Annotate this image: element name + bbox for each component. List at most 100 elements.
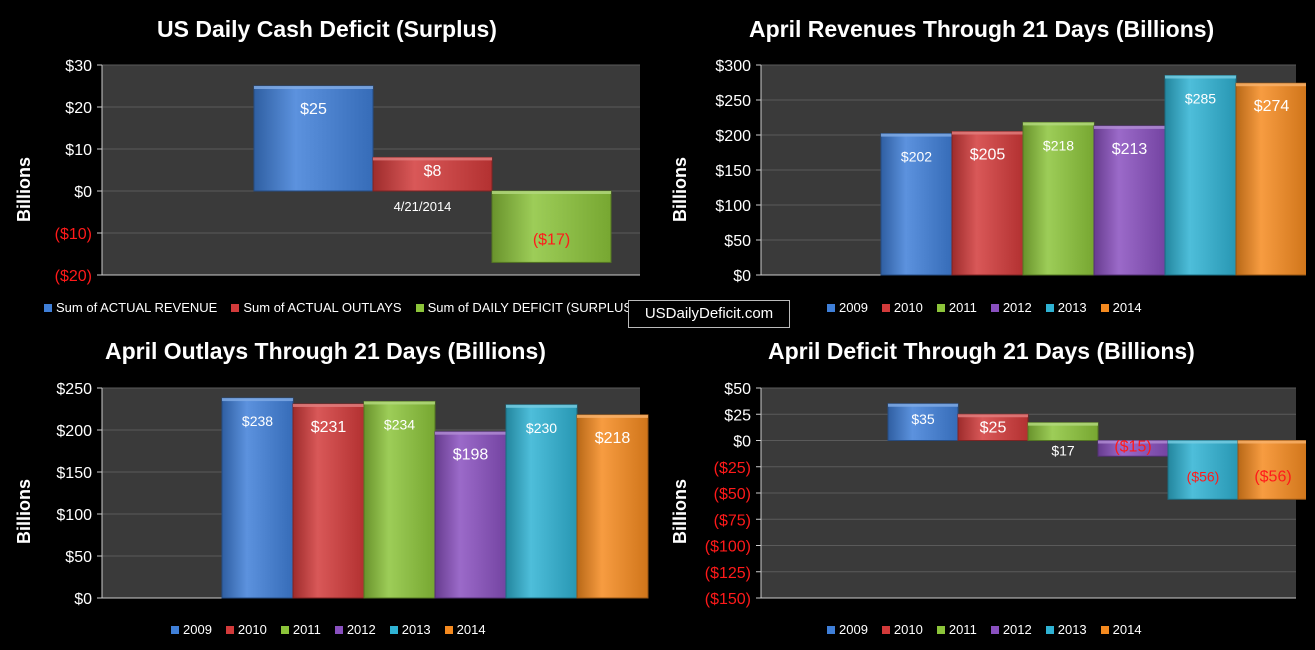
y-axis-label-revenues: Billions (670, 156, 690, 222)
y-tick-label: $0 (733, 268, 751, 285)
data-label: ($15) (1114, 439, 1151, 456)
y-tick-label: ($100) (705, 539, 751, 556)
legend-item: 2014 (1100, 622, 1142, 637)
y-tick-label: ($150) (705, 591, 751, 608)
legend-label: 2010 (237, 622, 267, 637)
legend-swatch (827, 303, 835, 312)
legend-deficit: 2009 2010 2011 2012 2013 2014 (827, 622, 1142, 637)
legend-label: 2011 (948, 622, 977, 637)
legend-outlays: 2009 2010 2011 2012 2013 2014 (171, 622, 486, 637)
bar-deficit-2010 (957, 413, 1029, 441)
legend-item: Sum of DAILY DEFICIT (SURPLUS) (415, 300, 637, 315)
legend-item: 2013 (389, 622, 431, 637)
legend-swatch (225, 625, 234, 634)
data-label: $234 (384, 416, 415, 432)
data-label: $202 (901, 149, 932, 165)
legend-label: 2014 (1112, 622, 1142, 637)
legend-swatch (827, 625, 835, 634)
bar-highlight (373, 157, 492, 161)
legend-swatch (171, 625, 179, 634)
watermark: USDailyDeficit.com (628, 300, 790, 328)
legend-swatch (231, 303, 240, 312)
bar-revenues-2009 (880, 133, 953, 276)
legend-label: 2013 (1057, 300, 1087, 315)
plot-deficit: $50 $25 $0 ($25) ($50) ($75) ($100) ($125) ($150… (705, 381, 1306, 608)
bar-outlays-2014 (576, 414, 649, 599)
legend-label: Sum of ACTUAL OUTLAYS (243, 300, 402, 315)
legend-label: 2014 (1112, 300, 1142, 315)
legend-label: Sum of ACTUAL REVENUE (56, 300, 218, 315)
y-tick-label: ($75) (714, 512, 751, 529)
legend-label: 2012 (346, 622, 376, 637)
legend-label: Sum of DAILY DEFICIT (SURPLUS) (427, 300, 637, 315)
legend-item: 2009 (171, 622, 212, 637)
legend-label: 2013 (1057, 622, 1087, 637)
legend-label: 2012 (1002, 622, 1032, 637)
y-axis-label-deficit: Billions (670, 478, 690, 544)
legend-swatch (280, 625, 289, 634)
bar-highlight (1094, 125, 1165, 129)
bar-outlays-2011 (363, 400, 436, 599)
legend-swatch (881, 303, 890, 312)
bar-highlight (293, 403, 364, 407)
data-label: $230 (526, 420, 557, 436)
legend-item: Sum of ACTUAL OUTLAYS (231, 300, 402, 315)
legend-label: 2013 (401, 622, 431, 637)
bar-highlight (254, 86, 373, 89)
y-tick-label: $200 (56, 423, 92, 440)
legend-swatch (334, 625, 343, 634)
data-label: $205 (970, 147, 1006, 164)
data-label: $25 (980, 419, 1007, 436)
legend-label: 2010 (893, 622, 923, 637)
y-tick-label: $0 (74, 591, 92, 608)
bar-outlays-2010 (292, 403, 365, 599)
legend-item: 2014 (1100, 300, 1142, 315)
bar-outlays-2013 (505, 404, 578, 599)
bar-daily-sum-of-daily-deficit-surplus- (491, 190, 612, 263)
legend-item: 2013 (1045, 622, 1087, 637)
y-tick-label: ($25) (714, 460, 751, 477)
legend-swatch (990, 303, 999, 312)
chart-title-deficit: April Deficit Through 21 Days (Billions) (768, 338, 1195, 364)
bar-highlight (1098, 440, 1168, 444)
data-label: ($17) (533, 232, 570, 249)
legend-swatch (936, 303, 945, 312)
legend-label: 2012 (1002, 300, 1032, 315)
data-label: $231 (311, 419, 347, 436)
bar-daily-sum-of-actual-revenue (253, 85, 374, 192)
y-tick-label: $100 (56, 507, 92, 524)
data-label: $218 (1043, 137, 1074, 153)
legend-swatch (389, 625, 398, 634)
chart-title-daily: US Daily Cash Deficit (Surplus) (157, 16, 497, 42)
data-label: $8 (424, 163, 442, 180)
legend-item: 2011 (280, 622, 321, 637)
legend-item: 2009 (827, 622, 868, 637)
bar-revenues-2011 (1022, 121, 1095, 276)
bar-deficit-2009 (887, 403, 959, 441)
bar-highlight (888, 403, 958, 407)
data-label: $218 (595, 430, 631, 447)
plot-revenues: $300 $250 $200 $150 $100 $50 $0 $202 $205 $218 $21… (715, 58, 1306, 285)
legend-swatch (1100, 625, 1109, 634)
legend-label: 2009 (839, 300, 868, 315)
y-tick-label: ($125) (705, 565, 751, 582)
y-tick-label: $50 (65, 549, 92, 566)
bar-highlight (958, 414, 1028, 418)
y-tick-label: $150 (56, 465, 92, 482)
data-label: $274 (1254, 98, 1290, 115)
y-tick-label: $200 (715, 128, 751, 145)
bar-revenues-2014 (1235, 82, 1306, 276)
legend-swatch (415, 303, 424, 312)
bar-deficit-2011 (1027, 422, 1099, 442)
legend-item: 2010 (881, 622, 923, 637)
data-label: $238 (242, 413, 273, 429)
legend-label: 2009 (183, 622, 212, 637)
category-label: 4/21/2014 (394, 199, 452, 214)
y-tick-label: ($20) (55, 268, 92, 285)
bar-highlight (1028, 422, 1098, 426)
legend-item: 2011 (936, 622, 977, 637)
y-tick-label: $50 (724, 381, 751, 398)
data-label: $198 (453, 447, 489, 464)
data-label: $35 (911, 411, 935, 427)
y-tick-label: $100 (715, 198, 751, 215)
